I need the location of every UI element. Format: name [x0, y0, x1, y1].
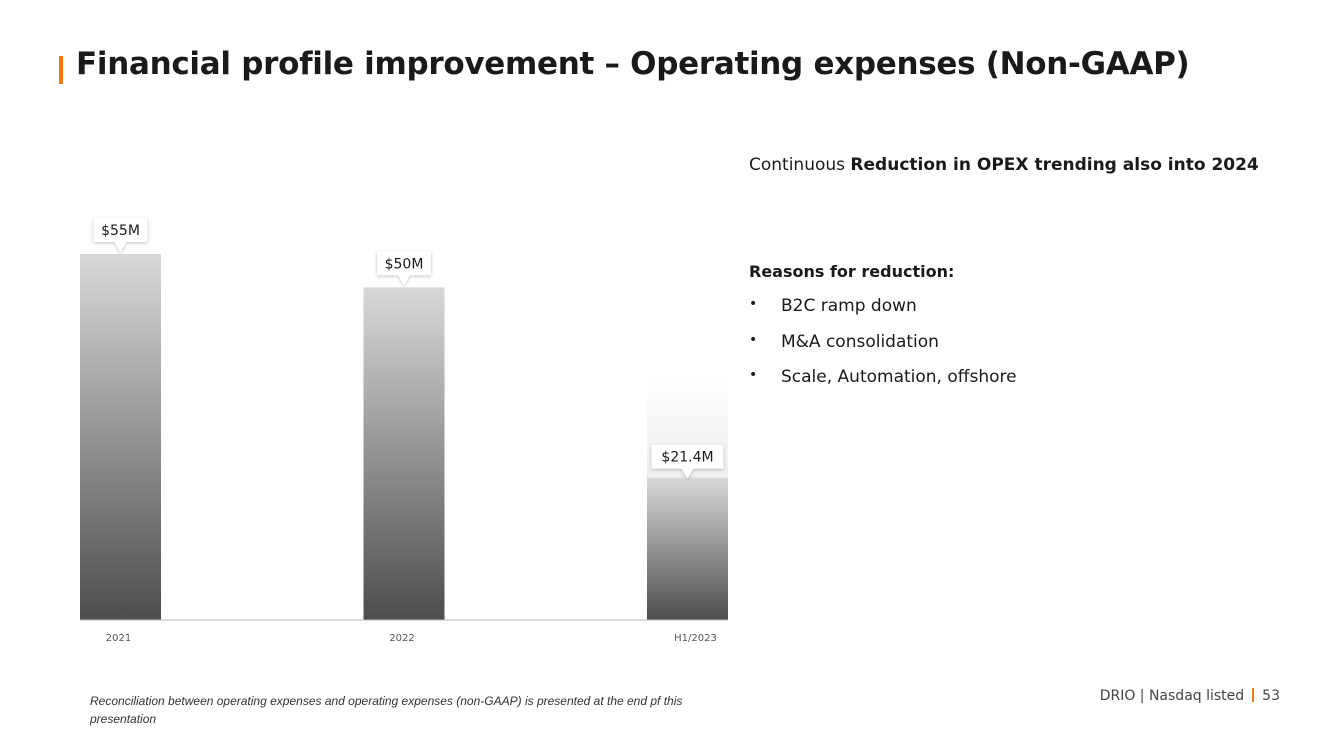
reasons-list: • B2C ramp down • M&A consolidation • Scale… [749, 296, 1017, 403]
lead-prefix: Continuous [749, 155, 851, 175]
x-tick-label: H1/2023 [674, 633, 717, 644]
opex-bar-chart: $55M 2021 $50M 2022 $21.4M H1/2023 [80, 218, 728, 644]
chart-svg: $55M 2021 $50M 2022 $21.4M H1/2023 [80, 218, 728, 644]
lead-highlight: Reduction in OPEX trending also into 202… [850, 155, 1259, 175]
reason-text: B2C ramp down [781, 296, 917, 316]
bar-2022 [363, 287, 445, 620]
callout-box [651, 444, 724, 479]
title-accent-bar [59, 56, 63, 84]
data-label: $50M [385, 256, 424, 272]
bullet-icon: • [749, 296, 758, 312]
x-tick-label: 2022 [389, 633, 414, 644]
footer-text: DRIO | Nasdaq listed [1099, 688, 1245, 704]
data-label-callout [93, 218, 148, 252]
callout-box [93, 218, 148, 252]
data-label: $55M [101, 223, 140, 239]
bullet-icon: • [749, 367, 758, 383]
reason-text: Scale, Automation, offshore [781, 367, 1017, 387]
slide-title: Financial profile improvement – Operatin… [76, 46, 1190, 82]
bullet-icon: • [749, 331, 758, 348]
bar-2021 [80, 254, 161, 620]
reasons-heading: Reasons for reduction: [749, 262, 955, 281]
callout-box [377, 251, 431, 286]
footnote: Reconciliation between operating expense… [90, 694, 683, 726]
list-item: • M&A consolidation [749, 332, 1017, 368]
page-number: 53 [1262, 688, 1280, 704]
list-item: • Scale, Automation, offshore [749, 367, 1017, 403]
bar-h1-2023 [647, 477, 728, 620]
lead-statement: Continuous Reduction in OPEX trending al… [749, 153, 1269, 178]
footer-separator [1252, 688, 1255, 702]
data-label: $21.4M [661, 450, 713, 466]
data-label-callout [377, 251, 431, 286]
x-tick-label: 2021 [106, 633, 131, 644]
slide-footer: DRIO | Nasdaq listed 53 [1100, 688, 1280, 704]
data-label-callout [651, 444, 724, 479]
reason-text: M&A consolidation [781, 331, 939, 352]
list-item: • B2C ramp down [749, 296, 1017, 332]
